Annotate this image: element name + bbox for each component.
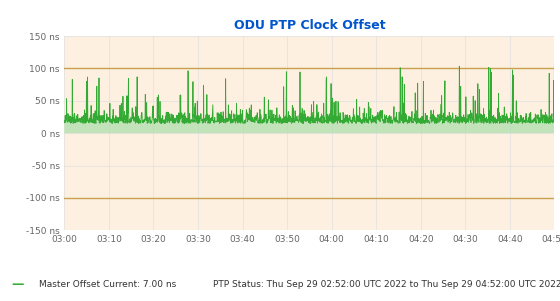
Text: —: —: [11, 278, 24, 291]
Title: ODU PTP Clock Offset: ODU PTP Clock Offset: [234, 19, 385, 32]
Text: Master Offset Current: 7.00 ns: Master Offset Current: 7.00 ns: [39, 280, 176, 289]
Text: PTP Status: Thu Sep 29 02:52:00 UTC 2022 to Thu Sep 29 04:52:00 UTC 2022: PTP Status: Thu Sep 29 02:52:00 UTC 2022…: [213, 280, 560, 289]
